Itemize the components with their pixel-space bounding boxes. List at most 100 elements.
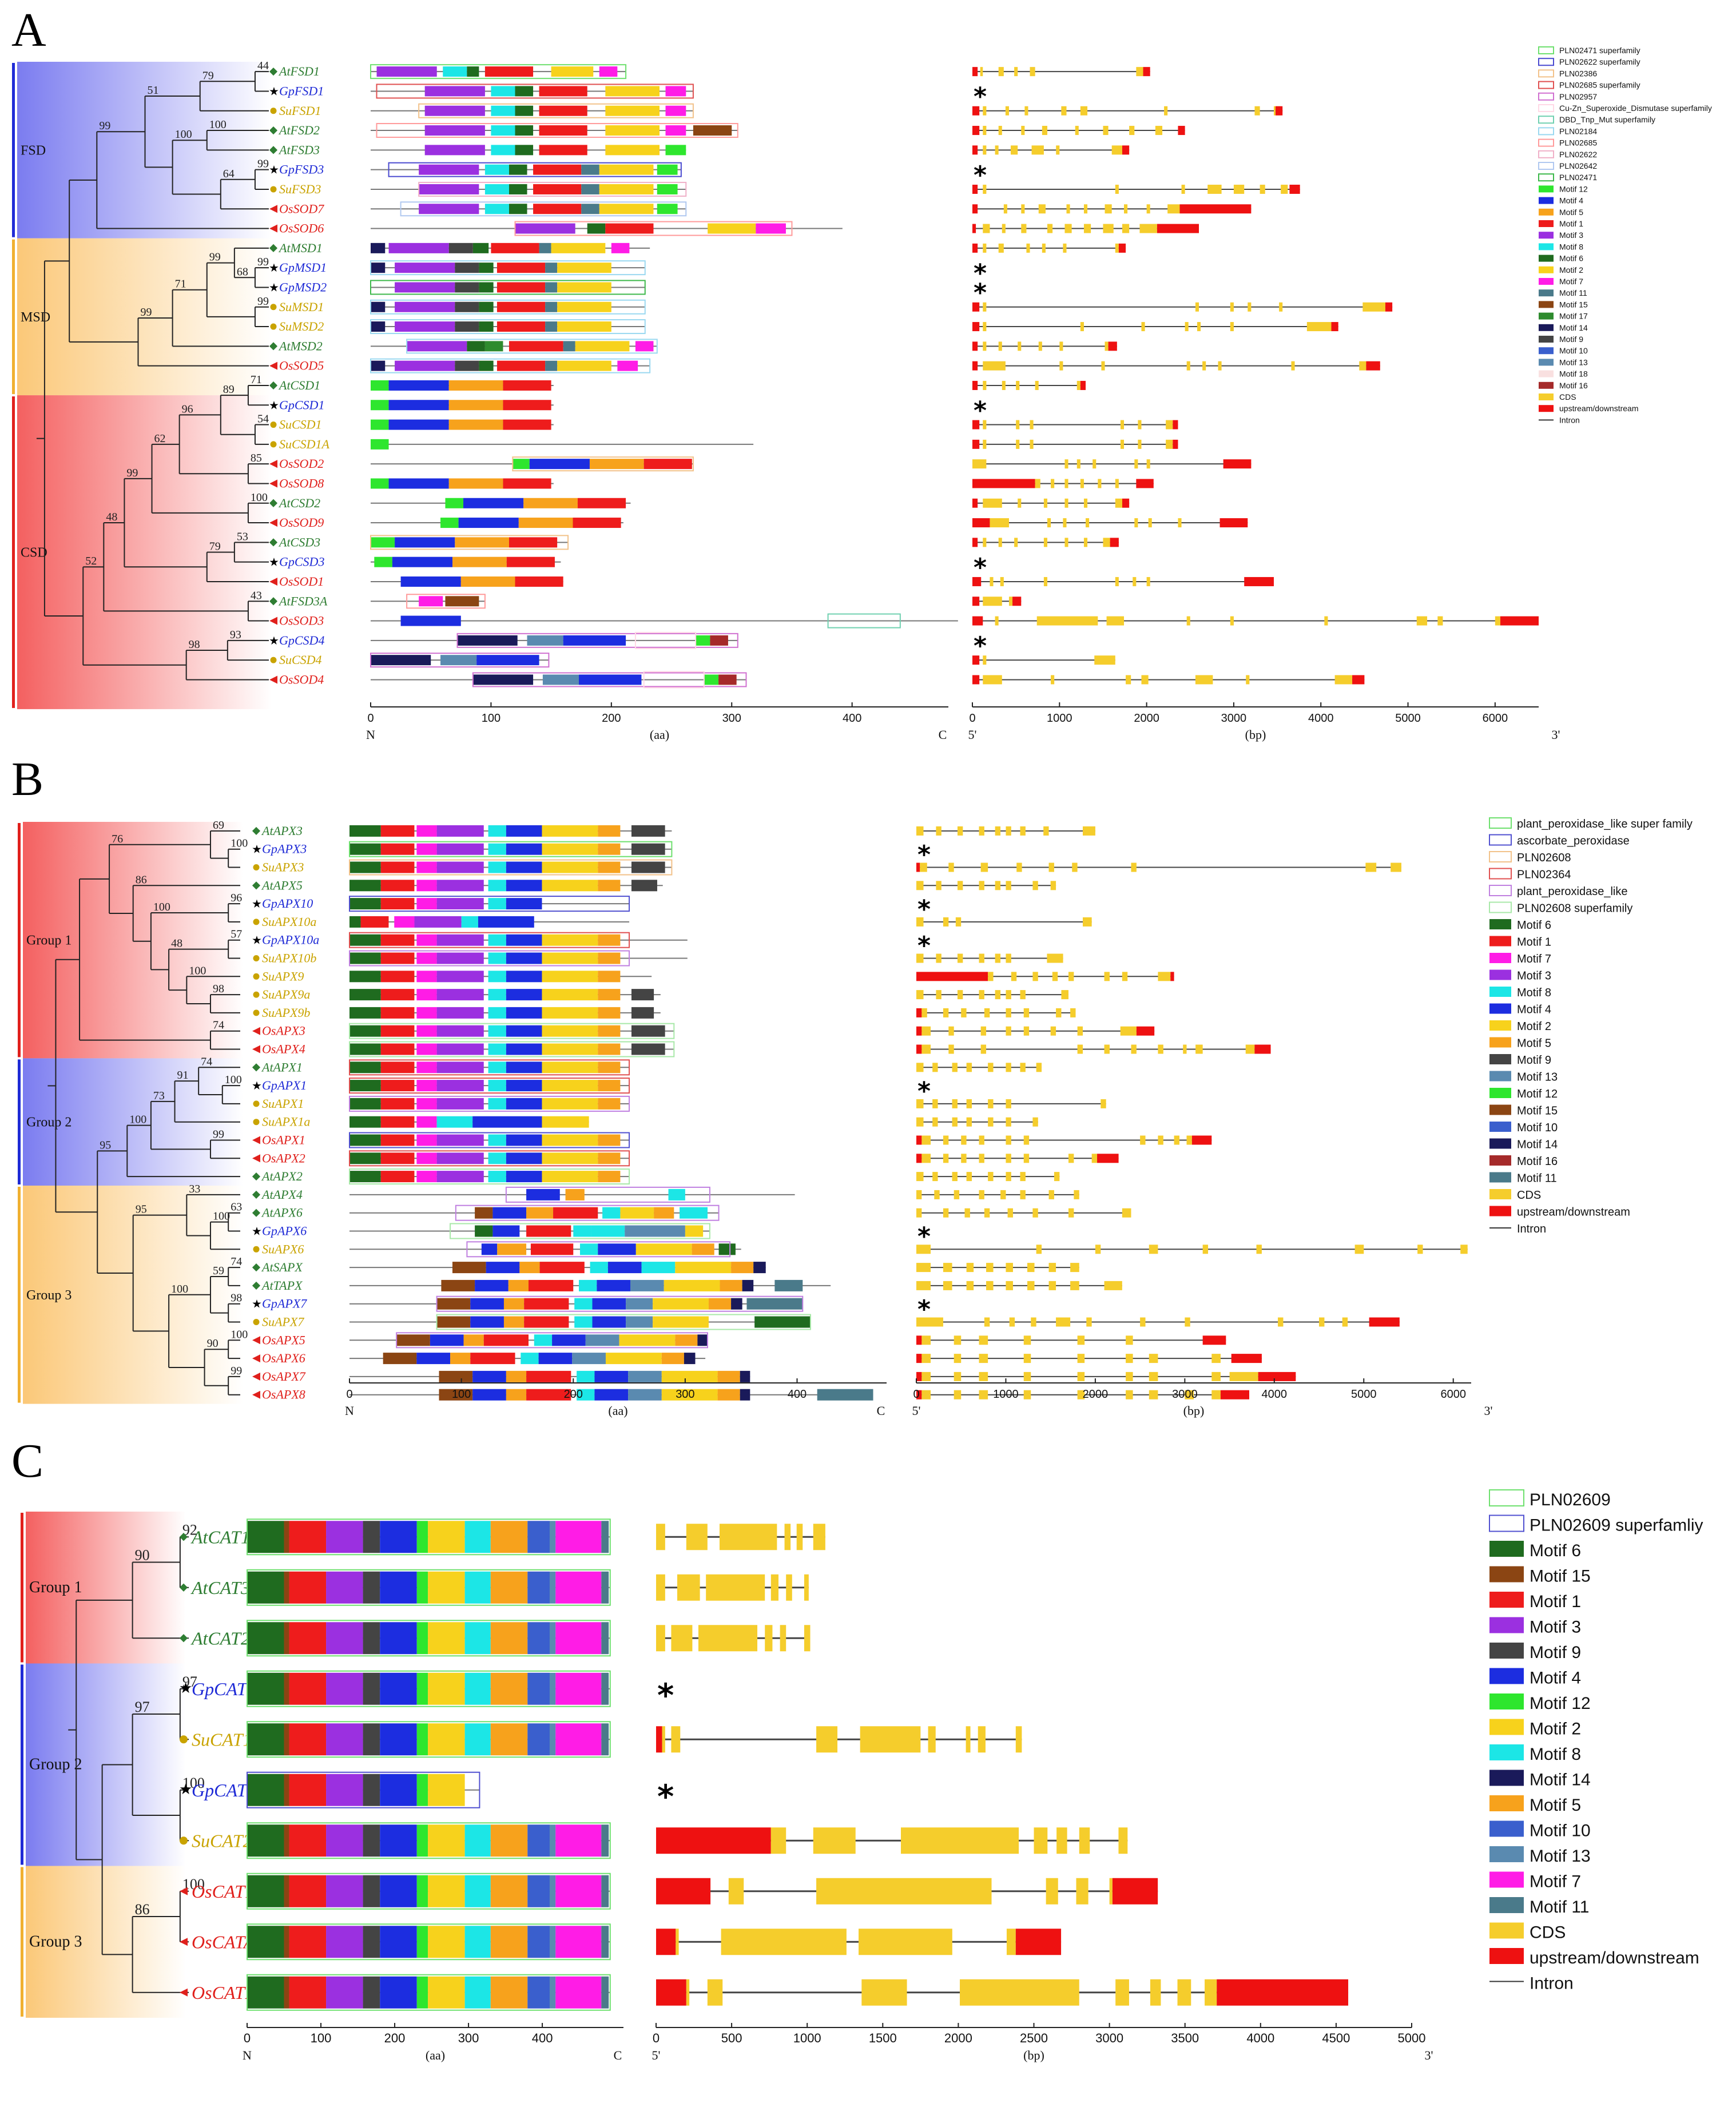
motif-box	[665, 86, 686, 97]
cds-block	[983, 439, 987, 449]
gene-axis-tick-label: 6000	[1440, 1388, 1466, 1401]
motif-box	[549, 1976, 556, 2009]
legend-swatch	[1539, 278, 1554, 285]
cds-block	[1006, 953, 1011, 963]
legend-swatch	[1489, 1948, 1524, 1964]
motif-box	[503, 1298, 525, 1310]
gene-name: GpMSD1	[279, 260, 327, 275]
bootstrap-value: 100	[209, 118, 227, 131]
cds-block	[948, 1026, 954, 1036]
cds-block	[1140, 1135, 1146, 1145]
utr-block	[1276, 106, 1283, 116]
cds-block	[988, 972, 994, 981]
cds-block	[1006, 1117, 1011, 1127]
group-bar	[21, 1867, 23, 2017]
cds-block	[1126, 1390, 1133, 1400]
motif-box	[530, 1243, 574, 1255]
motif-box	[349, 1152, 381, 1164]
marker-su	[180, 1836, 188, 1845]
cds-block	[1291, 361, 1295, 371]
domain-outline	[349, 841, 673, 857]
motif-box	[491, 105, 515, 116]
utr-block	[1080, 380, 1086, 390]
cds-block	[1122, 972, 1128, 981]
cds-block	[813, 1827, 856, 1854]
motif-box	[380, 1007, 415, 1019]
cds-block	[954, 1354, 962, 1363]
motif-box	[533, 184, 582, 194]
cds-block	[1048, 1190, 1054, 1199]
cds-block	[671, 1625, 693, 1652]
motif-box	[563, 635, 626, 646]
gene-axis-unit: (bp)	[1183, 1404, 1205, 1418]
cds-block	[1042, 243, 1046, 253]
motif-box	[326, 1926, 363, 1958]
legend-swatch	[1489, 851, 1512, 862]
motif-box	[326, 1774, 363, 1806]
motif-box	[436, 1316, 471, 1328]
gene-name: OsAPX2	[262, 1151, 305, 1165]
motif-box	[631, 861, 665, 873]
protein-axis-n: N	[243, 2048, 252, 2062]
motif-box	[539, 145, 587, 156]
cds-block	[1006, 1154, 1011, 1163]
cds-block	[1006, 1008, 1011, 1017]
group-bar	[18, 1059, 21, 1184]
cds-block	[983, 145, 987, 155]
motif-box	[436, 880, 484, 892]
motif-box	[436, 1043, 484, 1055]
gene-axis-tick-label: 6000	[1483, 712, 1508, 725]
bootstrap-value: 98	[213, 983, 224, 995]
motif-box	[506, 861, 542, 873]
motif-box	[591, 1225, 625, 1237]
cds-block	[990, 577, 994, 586]
utr-block	[916, 862, 920, 872]
cds-block	[934, 1190, 940, 1199]
motif-box	[479, 263, 494, 273]
motif-box	[488, 1134, 506, 1146]
motif-box	[388, 380, 449, 391]
motif-box	[464, 1824, 491, 1857]
legend-swatch	[1538, 58, 1554, 66]
motif-box	[542, 674, 579, 685]
motif-box	[631, 1043, 665, 1055]
legend-label: Motif 10	[1517, 1122, 1558, 1134]
cds-block	[1202, 1245, 1209, 1254]
cds-block	[988, 1063, 994, 1072]
utr-block	[1179, 204, 1252, 214]
motif-box	[363, 1622, 380, 1655]
cds-block	[1416, 616, 1428, 626]
cds-block	[1181, 184, 1185, 194]
legend-label: Motif 14	[1530, 1771, 1591, 1790]
motif-box	[416, 1521, 428, 1553]
motif-box	[326, 1824, 363, 1857]
bootstrap-value: 74	[201, 1055, 212, 1068]
missing-structure-asterisk: *	[974, 82, 987, 112]
motif-box	[555, 1571, 602, 1604]
gene-name: SuAPX9	[262, 969, 304, 983]
gene-name: OsAPX6	[262, 1351, 305, 1365]
cds-block	[1034, 1827, 1048, 1854]
cds-block	[1185, 1317, 1190, 1327]
motif-box	[371, 400, 389, 411]
motif-box	[665, 105, 686, 116]
legend-label: PLN02609 superfamliy	[1530, 1516, 1703, 1535]
cds-block	[916, 881, 924, 890]
legend-label: CDS	[1530, 1923, 1566, 1942]
motif-box	[247, 1824, 284, 1857]
gene-name: AtTAPX	[261, 1278, 303, 1293]
motif-box	[371, 419, 389, 430]
utr-block	[1191, 1135, 1212, 1145]
cds-block	[921, 1008, 927, 1017]
gene-axis-5prime: 5'	[968, 727, 977, 742]
cds-block	[1054, 1172, 1060, 1182]
motif-box	[657, 204, 678, 214]
motif-box	[599, 66, 618, 77]
cds-block	[1211, 1354, 1221, 1363]
cds-block	[1064, 538, 1068, 547]
motif-box	[496, 360, 546, 371]
protein-axis-tick-label: 100	[452, 1388, 471, 1401]
motif-box	[503, 400, 551, 411]
cds-block	[1079, 1827, 1090, 1854]
cds-block	[1101, 1099, 1106, 1108]
